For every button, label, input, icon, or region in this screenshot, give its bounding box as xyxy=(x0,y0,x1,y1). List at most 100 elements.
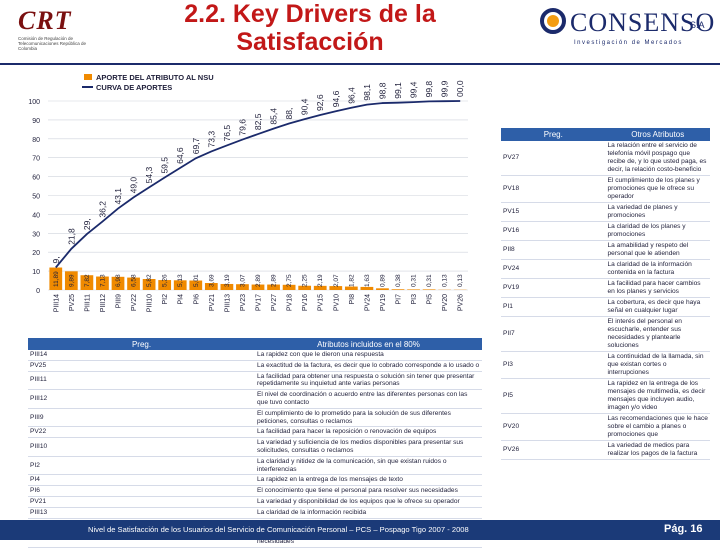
other-attributes-attribute-text: La relación entre el servicio de telefon… xyxy=(606,141,711,176)
other-attributes-header-pregunta: Preg. xyxy=(501,128,606,141)
cumulative-value-label: 43,1 xyxy=(113,188,123,205)
other-attributes-attribute-text: La facilidad para hacer cambios en los p… xyxy=(606,279,711,298)
cumulative-value-label: 99,9 xyxy=(440,80,450,97)
y-tick-label: 90 xyxy=(32,118,40,125)
other-attributes-question-code: PI5 xyxy=(501,379,606,414)
y-tick-label: 10 xyxy=(32,269,40,276)
included-attributes-attribute-text: La facilidad para hacer la reposición o … xyxy=(255,427,482,438)
crt-logo: CRT Comisión de Regulación de Telecomuni… xyxy=(18,6,88,56)
bar-value-label: 1,82 xyxy=(348,274,355,287)
other-attributes-attribute-text: La claridad de los planes y promociones xyxy=(606,222,711,241)
y-tick-label: 80 xyxy=(32,137,40,144)
cumulative-value-label: 00,0 xyxy=(455,80,465,97)
cumulative-value-label: 9, xyxy=(51,256,61,263)
included-attributes-question-code: PIII12 xyxy=(28,390,255,409)
consenso-logo-dot-icon xyxy=(547,15,559,27)
x-category-label: PIII14 xyxy=(53,294,60,312)
y-tick-label: 20 xyxy=(32,250,40,257)
x-category-label: PV23 xyxy=(240,294,247,311)
cumulative-value-label: 64,6 xyxy=(175,147,185,164)
included-attributes-attribute-text: La facilidad para obtener una respuesta … xyxy=(255,371,482,390)
included-attributes-attribute-text: La exactitud de la factura, es decir que… xyxy=(255,360,482,371)
bar-value-label: 6,98 xyxy=(115,274,122,287)
included-attributes-question-code: PI4 xyxy=(28,475,255,486)
x-category-label: PI3 xyxy=(411,294,418,305)
y-tick-label: 0 xyxy=(36,288,40,295)
bar-value-label: 3,69 xyxy=(208,274,215,287)
other-attributes-question-code: PV18 xyxy=(501,176,606,203)
y-tick-label: 100 xyxy=(28,99,40,106)
x-category-label: PV25 xyxy=(69,294,76,311)
chart-bars: 11,89PIII149,89PV257,82PIII117,13PIII126… xyxy=(49,268,466,313)
included-attributes-header-atributo: Atributos incluidos en el 80% xyxy=(255,338,482,350)
other-attributes-attribute-text: La claridad de la información contenida … xyxy=(606,260,711,279)
cumulative-value-label: 90,4 xyxy=(300,98,310,115)
cumulative-value-label: 92,6 xyxy=(315,94,325,111)
cumulative-value-label: 73,3 xyxy=(206,131,216,148)
other-attributes-question-code: PV26 xyxy=(501,441,606,460)
other-attributes-attribute-text: El cumplimiento de los planes y promocio… xyxy=(606,176,711,203)
y-tick-label: 70 xyxy=(32,156,40,163)
cumulative-value-label: 69,7 xyxy=(191,137,201,154)
cumulative-value-label: 88, xyxy=(284,108,294,120)
other-attributes-attribute-text: La amabilidad y respeto del personal que… xyxy=(606,241,711,260)
other-attributes-attribute-text: La rapidez en la entrega de los mensajes… xyxy=(606,379,711,414)
page-title: 2.2. Key Drivers de la Satisfacción xyxy=(140,0,480,56)
cumulative-value-label: 79,6 xyxy=(237,119,247,136)
crt-logo-subtitle: Comisión de Regulación de Telecomunicaci… xyxy=(18,36,88,51)
cumulative-value-label: 21,8 xyxy=(66,228,76,245)
cumulative-value-label: 99,1 xyxy=(393,82,403,99)
other-attributes-attribute-text: La cobertura, es decir que haya señal en… xyxy=(606,298,711,317)
x-category-label: PV24 xyxy=(364,294,371,311)
cumulative-value-label: 76,5 xyxy=(222,125,232,142)
x-category-label: PV26 xyxy=(458,294,465,311)
cumulative-value-label: 54,3 xyxy=(144,167,154,184)
bar-value-label: 2,25 xyxy=(302,274,309,287)
bar-value-label: 2,19 xyxy=(317,274,324,287)
bar-value-label: 0,13 xyxy=(457,274,464,287)
included-attributes-attribute-text: El nivel de coordinación o acuerdo entre… xyxy=(255,390,482,409)
bar-value-label: 5,01 xyxy=(193,274,200,287)
included-attributes-table: Preg. Atributos incluidos en el 80% PIII… xyxy=(28,338,482,548)
x-category-label: PIII13 xyxy=(224,294,231,312)
included-attributes-question-code: PIII14 xyxy=(28,350,255,360)
bar-value-label: 0,38 xyxy=(395,274,402,287)
bar-value-label: 6,58 xyxy=(131,274,138,287)
other-attributes-attribute-text: La variedad de medios para realizar los … xyxy=(606,441,711,460)
bar-value-label: 2,75 xyxy=(286,274,293,287)
footer-bar: Nivel de Satisfacción de los Usuarios de… xyxy=(0,520,720,540)
bar-value-label: 5,13 xyxy=(177,274,184,287)
cumulative-value-label: 98,1 xyxy=(362,84,372,101)
x-category-label: PV19 xyxy=(380,294,387,311)
bar-value-label: 11,89 xyxy=(53,271,60,287)
cumulative-value-label: 29, xyxy=(82,218,92,230)
y-tick-label: 40 xyxy=(32,212,40,219)
included-attributes-attribute-text: La variedad y suficiencia de los medios … xyxy=(255,438,482,457)
included-attributes-attribute-text: El cumplimiento de lo prometido para la … xyxy=(255,408,482,427)
other-attributes-question-code: PV20 xyxy=(501,414,606,441)
x-category-label: PV27 xyxy=(271,294,278,311)
x-category-label: PI8 xyxy=(349,294,356,305)
bar-value-label: 2,07 xyxy=(333,274,340,287)
consenso-logo-tagline: Investigación de Mercados xyxy=(574,40,683,46)
